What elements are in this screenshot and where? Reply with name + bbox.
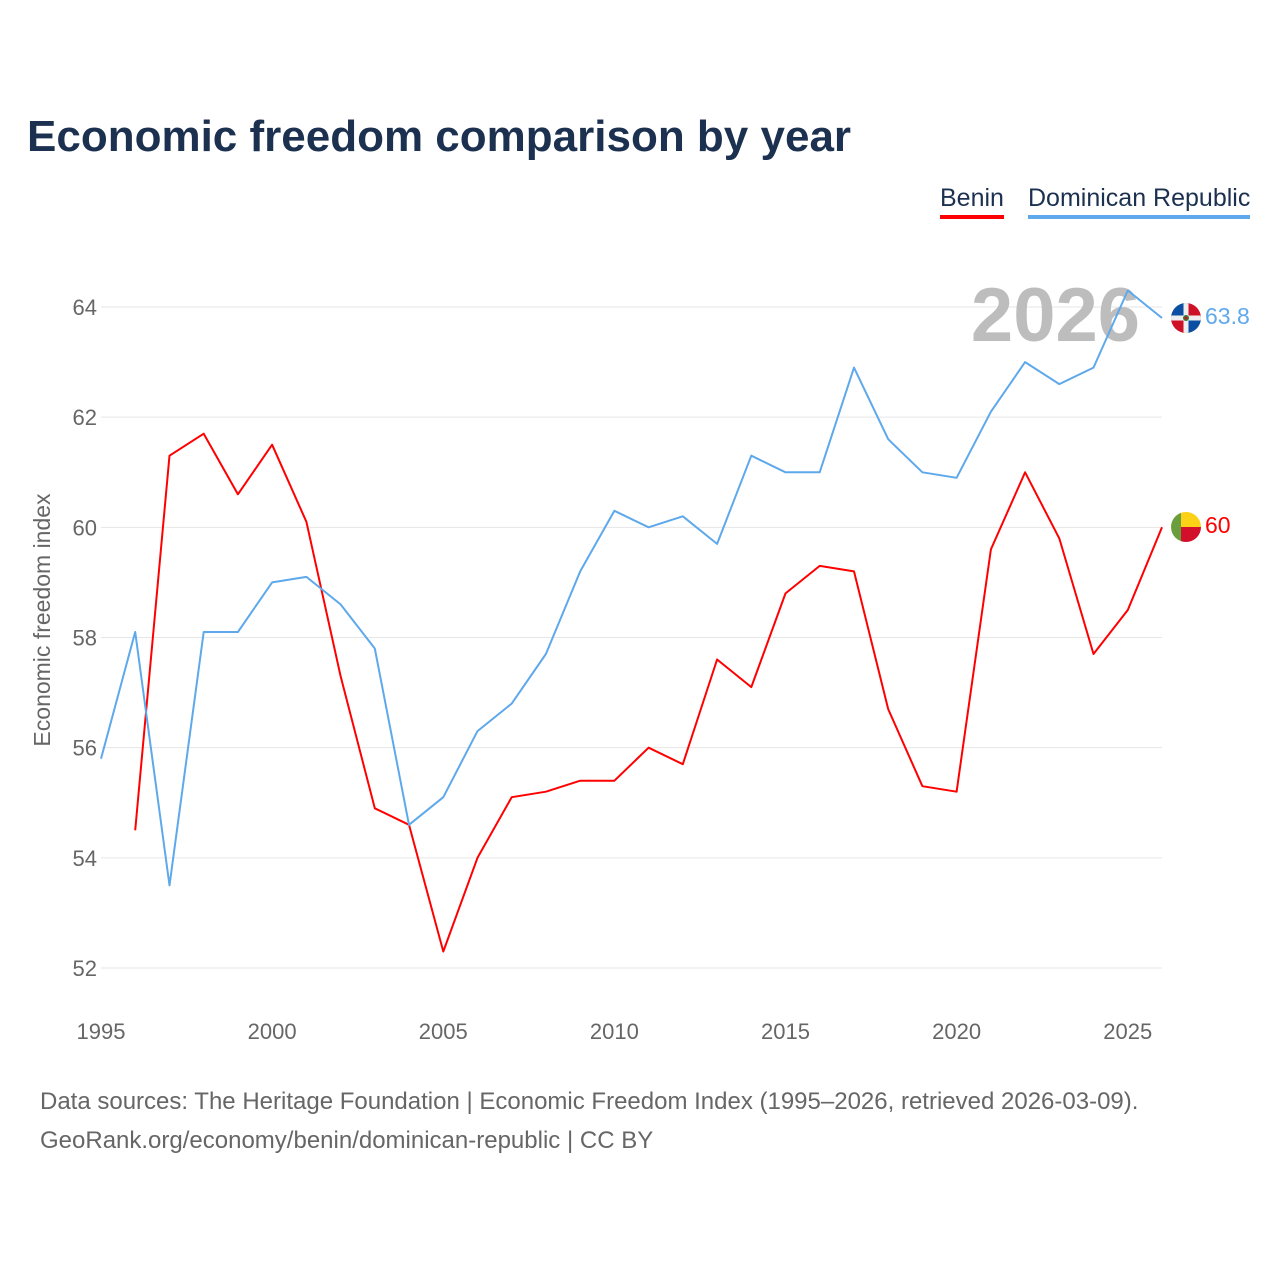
y-tick-label: 64 xyxy=(73,295,97,320)
x-tick-label: 1995 xyxy=(77,1019,126,1044)
y-axis-label: Economic freedom index xyxy=(29,493,55,747)
x-tick-label: 2020 xyxy=(932,1019,981,1044)
y-tick-label: 52 xyxy=(73,956,97,981)
benin-flag-icon xyxy=(1171,512,1201,542)
footer-sources: Data sources: The Heritage Foundation | … xyxy=(40,1088,1139,1115)
series-line-dominican-republic[interactable] xyxy=(100,289,1163,887)
end-label-benin: 60 xyxy=(1205,512,1231,538)
x-tick-label: 2005 xyxy=(419,1019,468,1044)
y-tick-label: 58 xyxy=(73,626,97,651)
legend-dominican-republic[interactable]: Dominican Republic xyxy=(1028,184,1251,219)
y-tick-label: 60 xyxy=(73,515,97,540)
x-tick-label: 2010 xyxy=(590,1019,639,1044)
x-tick-label: 2015 xyxy=(761,1019,810,1044)
y-tick-label: 62 xyxy=(73,405,97,430)
y-tick-label: 54 xyxy=(73,846,97,871)
x-tick-label: 2000 xyxy=(248,1019,297,1044)
x-tick-label: 2025 xyxy=(1103,1019,1152,1044)
dominican-republic-flag-icon xyxy=(1171,303,1201,333)
legend-benin[interactable]: Benin xyxy=(940,184,1004,219)
footer-link[interactable]: GeoRank.org/economy/benin/dominican-repu… xyxy=(40,1127,654,1154)
chart-title: Economic freedom comparison by year xyxy=(27,112,852,161)
series-line-benin[interactable] xyxy=(134,432,1163,953)
y-tick-label: 56 xyxy=(73,736,97,761)
year-watermark: 2026 xyxy=(971,273,1140,358)
end-label-dominican-republic: 63.8 xyxy=(1205,303,1250,329)
